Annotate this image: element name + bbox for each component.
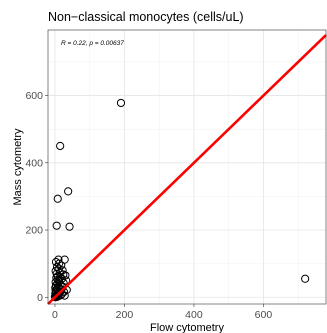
data-point-5 (52, 221, 61, 230)
data-point-47 (53, 275, 62, 284)
data-point-19 (57, 274, 67, 283)
x-axis-title: Flow cytometry (150, 322, 224, 333)
chart-title: Non−classical monocytes (cells/uL) (48, 10, 244, 24)
x-tick-label-2: 400 (185, 309, 203, 321)
x-tick-label-3: 600 (255, 309, 273, 321)
y-tick-label-0: 0 (37, 292, 43, 304)
data-point-6 (301, 274, 310, 283)
data-point-51 (54, 264, 63, 273)
data-point-49 (59, 270, 68, 279)
grid-minor (48, 30, 326, 304)
data-point-0 (116, 98, 126, 108)
identity-line (47, 34, 327, 305)
data-point-3 (53, 194, 62, 203)
y-axis-title: Mass cytometry (12, 128, 24, 206)
data-point-50 (52, 269, 61, 278)
data-point-1 (56, 141, 65, 151)
data-point-52 (51, 293, 60, 302)
data-point-2 (64, 187, 73, 196)
data-point-53 (60, 291, 69, 300)
y-axis-ticks: 0 200 400 600 (25, 90, 48, 304)
plot-area (47, 29, 327, 305)
correlation-annotation: R = 0.22, p = 0.00637 (61, 40, 124, 47)
x-tick-label-0: 0 (52, 309, 58, 321)
x-axis-ticks: 0 200 400 600 (52, 304, 272, 321)
y-tick-label-1: 200 (25, 225, 43, 237)
y-tick-label-3: 600 (25, 90, 43, 102)
data-point-4 (65, 222, 74, 231)
y-tick-label-2: 400 (25, 157, 43, 169)
plot-border (47, 29, 327, 305)
data-points (50, 98, 310, 302)
x-tick-label-1: 200 (116, 309, 134, 321)
